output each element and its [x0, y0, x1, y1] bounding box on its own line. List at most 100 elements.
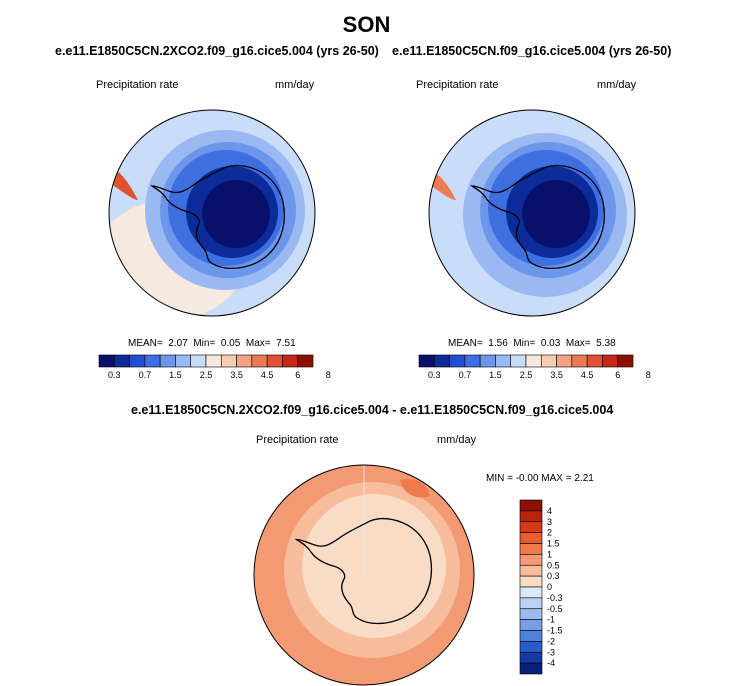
colorbar-2-swatch [433, 354, 450, 368]
panel-2-mean: 1.56 [488, 338, 508, 349]
colorbar-3-swatch [519, 630, 543, 642]
colorbar-1-tick-label: 0.7 [139, 370, 152, 380]
colorbar-3-swatch [519, 641, 543, 653]
colorbar-2-tick-label: 4.5 [581, 370, 594, 380]
colorbar-2-swatch [556, 354, 573, 368]
colorbar-3-tick-label: 2 [547, 528, 552, 538]
colorbar-1-tick-label: 2.5 [200, 370, 213, 380]
colorbar-2-tick-label: 0.3 [428, 370, 441, 380]
colorbar-3-tick-label: -0.3 [547, 593, 563, 603]
map-2-border [428, 109, 636, 317]
colorbar-2-swatch [602, 354, 619, 368]
colorbar-1-swatch [129, 354, 146, 368]
colorbar-1: 0.3 0.7 1.5 2.5 3.5 4.5 6 8 [98, 354, 331, 380]
colorbar-3-swatch [519, 521, 543, 533]
panel-1-title: e.e11.E1850C5CN.2XCO2.f09_g16.cice5.004 … [55, 44, 379, 58]
map-2-plateau [522, 180, 590, 248]
colorbar-1-swatch [98, 354, 115, 368]
colorbar-3-tick-label: 3 [547, 517, 552, 527]
colorbar-1-swatch [159, 354, 176, 368]
colorbar-3-swatch [519, 499, 543, 512]
colorbar-2-swatch [510, 354, 527, 368]
colorbar-3-swatch [519, 575, 543, 588]
panel-2-title: e.e11.E1850C5CN.f09_g16.cice5.004 (yrs 2… [392, 44, 672, 58]
diff-variable: Precipitation rate [256, 434, 339, 446]
colorbar-2: 0.3 0.7 1.5 2.5 3.5 4.5 6 8 [418, 354, 651, 380]
panel-1-min-label: Min= [193, 338, 216, 349]
colorbar-1-tick-label: 1.5 [169, 370, 182, 380]
panel-1-mean: 2.07 [168, 338, 188, 349]
panel-2-max-label: Max= [565, 338, 591, 349]
colorbar-2-swatch [571, 354, 588, 368]
colorbar-2-swatch [525, 354, 542, 368]
colorbar-2-swatch [449, 354, 466, 368]
colorbar-1-swatch [175, 354, 192, 368]
colorbar-3-swatch [519, 608, 543, 620]
colorbar-3-swatch [519, 532, 543, 544]
colorbar-1-swatch [282, 354, 299, 368]
colorbar-1-tick-label: 3.5 [230, 370, 243, 380]
colorbar-3-tick-label: -0.5 [547, 604, 563, 614]
map-1-border [108, 109, 316, 317]
colorbar-2-swatch [495, 354, 512, 368]
colorbar-1-swatch [236, 354, 253, 368]
panel-1-variable: Precipitation rate [96, 79, 179, 91]
colorbar-1-swatch [251, 354, 268, 368]
colorbar-3-swatch [519, 543, 543, 555]
map-3-interior [302, 494, 446, 638]
colorbar-2-swatch [479, 354, 496, 368]
panel-1-stats: MEAN= 2.07 Min= 0.05 Max= 7.51 [128, 338, 296, 349]
panel-2-mean-label: MEAN= [448, 338, 483, 349]
panel-2-variable: Precipitation rate [416, 79, 499, 91]
colorbar-3-swatch [519, 651, 543, 664]
colorbar-2-swatch [617, 354, 634, 368]
panel-1-max: 7.51 [276, 338, 296, 349]
colorbar-1-swatch [113, 354, 130, 368]
map-3-border [253, 464, 475, 686]
panel-2-min: 0.03 [540, 338, 561, 349]
colorbar-2-tick-label: 2.5 [520, 370, 533, 380]
colorbar-3-tick-label: 0 [547, 582, 552, 592]
colorbar-3-swatch [519, 619, 543, 631]
colorbar-3-tick-label: 0.5 [547, 560, 560, 570]
colorbar-1-tick-label: 8 [326, 370, 331, 380]
panel-2-stats: MEAN= 1.56 Min= 0.03 Max= 5.38 [448, 338, 616, 349]
colorbar-3-tick-label: -3 [547, 647, 555, 657]
map-1 [109, 110, 315, 316]
colorbar-3-swatch [519, 510, 543, 523]
colorbar-3-tick-label: 1.5 [547, 539, 560, 549]
colorbar-3-tick-label: -1 [547, 615, 555, 625]
colorbar-2-swatch [586, 354, 603, 368]
colorbar-2-tick-label: 3.5 [550, 370, 563, 380]
map-2 [429, 110, 635, 316]
colorbar-1-swatch [205, 354, 222, 368]
colorbar-3-swatch [519, 554, 543, 566]
colorbar-2-tick-label: 1.5 [489, 370, 502, 380]
colorbar-1-tick-label: 0.3 [108, 370, 121, 380]
colorbar-3-swatch [519, 564, 543, 577]
colorbar-3-swatch [519, 597, 543, 610]
colorbar-2-swatch [418, 354, 435, 368]
colorbar-1-tick-label: 4.5 [261, 370, 274, 380]
map-3-positive-patch [400, 478, 430, 498]
panel-1-mean-label: MEAN= [128, 338, 163, 349]
colorbar-2-tick-label: 0.7 [459, 370, 472, 380]
colorbar-3-tick-label: 0.3 [547, 571, 560, 581]
panel-1-min: 0.05 [220, 338, 241, 349]
colorbar-1-swatch [266, 354, 283, 368]
colorbar-3-tick-label: -2 [547, 636, 555, 646]
colorbar-1-swatch [144, 354, 161, 368]
colorbar-3-tick-label: 4 [547, 506, 552, 516]
season-title: SON [342, 12, 391, 37]
colorbar-3-tick-label: 1 [547, 549, 552, 559]
colorbar-2-swatch [540, 354, 557, 368]
colorbar-1-tick-label: 6 [295, 370, 300, 380]
diff-title: e.e11.E1850C5CN.2XCO2.f09_g16.cice5.004 … [131, 403, 614, 417]
colorbar-2-swatch [464, 354, 481, 368]
colorbar-3-swatch [519, 586, 543, 599]
map-3 [254, 465, 474, 685]
map-1-plateau [202, 180, 270, 248]
colorbar-2-tick-label: 8 [646, 370, 651, 380]
